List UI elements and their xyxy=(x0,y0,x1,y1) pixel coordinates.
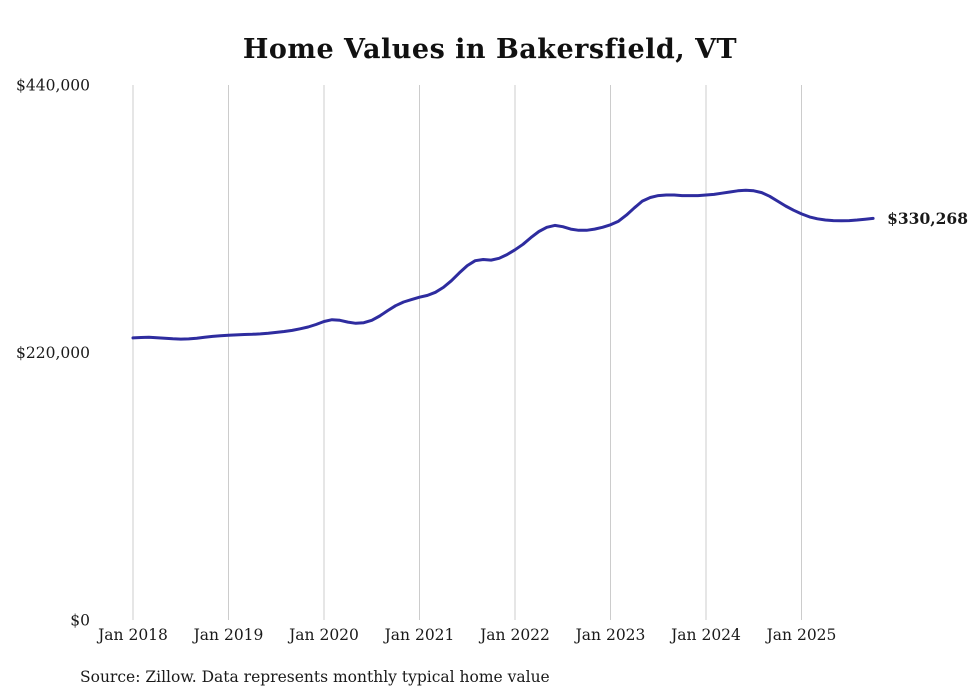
x-axis-label-jan-2021: Jan 2021 xyxy=(383,626,455,644)
x-axis-label-jan-2025: Jan 2025 xyxy=(765,626,837,644)
chart-title: Home Values in Bakersfield, VT xyxy=(242,34,738,65)
y-axis-label-0: $0 xyxy=(70,612,90,630)
home-value-line xyxy=(131,188,875,341)
x-axis-label-jan-2024: Jan 2024 xyxy=(669,626,741,644)
x-axis-label-jan-2019: Jan 2019 xyxy=(192,626,264,644)
source-note: Source: Zillow. Data represents monthly … xyxy=(80,668,550,686)
end-value-label: $330,268 xyxy=(887,209,968,228)
y-axis-label-440000: $440,000 xyxy=(16,77,90,95)
x-axis-label-jan-2023: Jan 2023 xyxy=(574,626,646,644)
x-axis-label-jan-2020: Jan 2020 xyxy=(287,626,359,644)
y-axis-label-220000: $220,000 xyxy=(16,344,90,362)
x-axis-label-jan-2018: Jan 2018 xyxy=(96,626,168,644)
x-axis-label-jan-2022: Jan 2022 xyxy=(478,626,550,644)
